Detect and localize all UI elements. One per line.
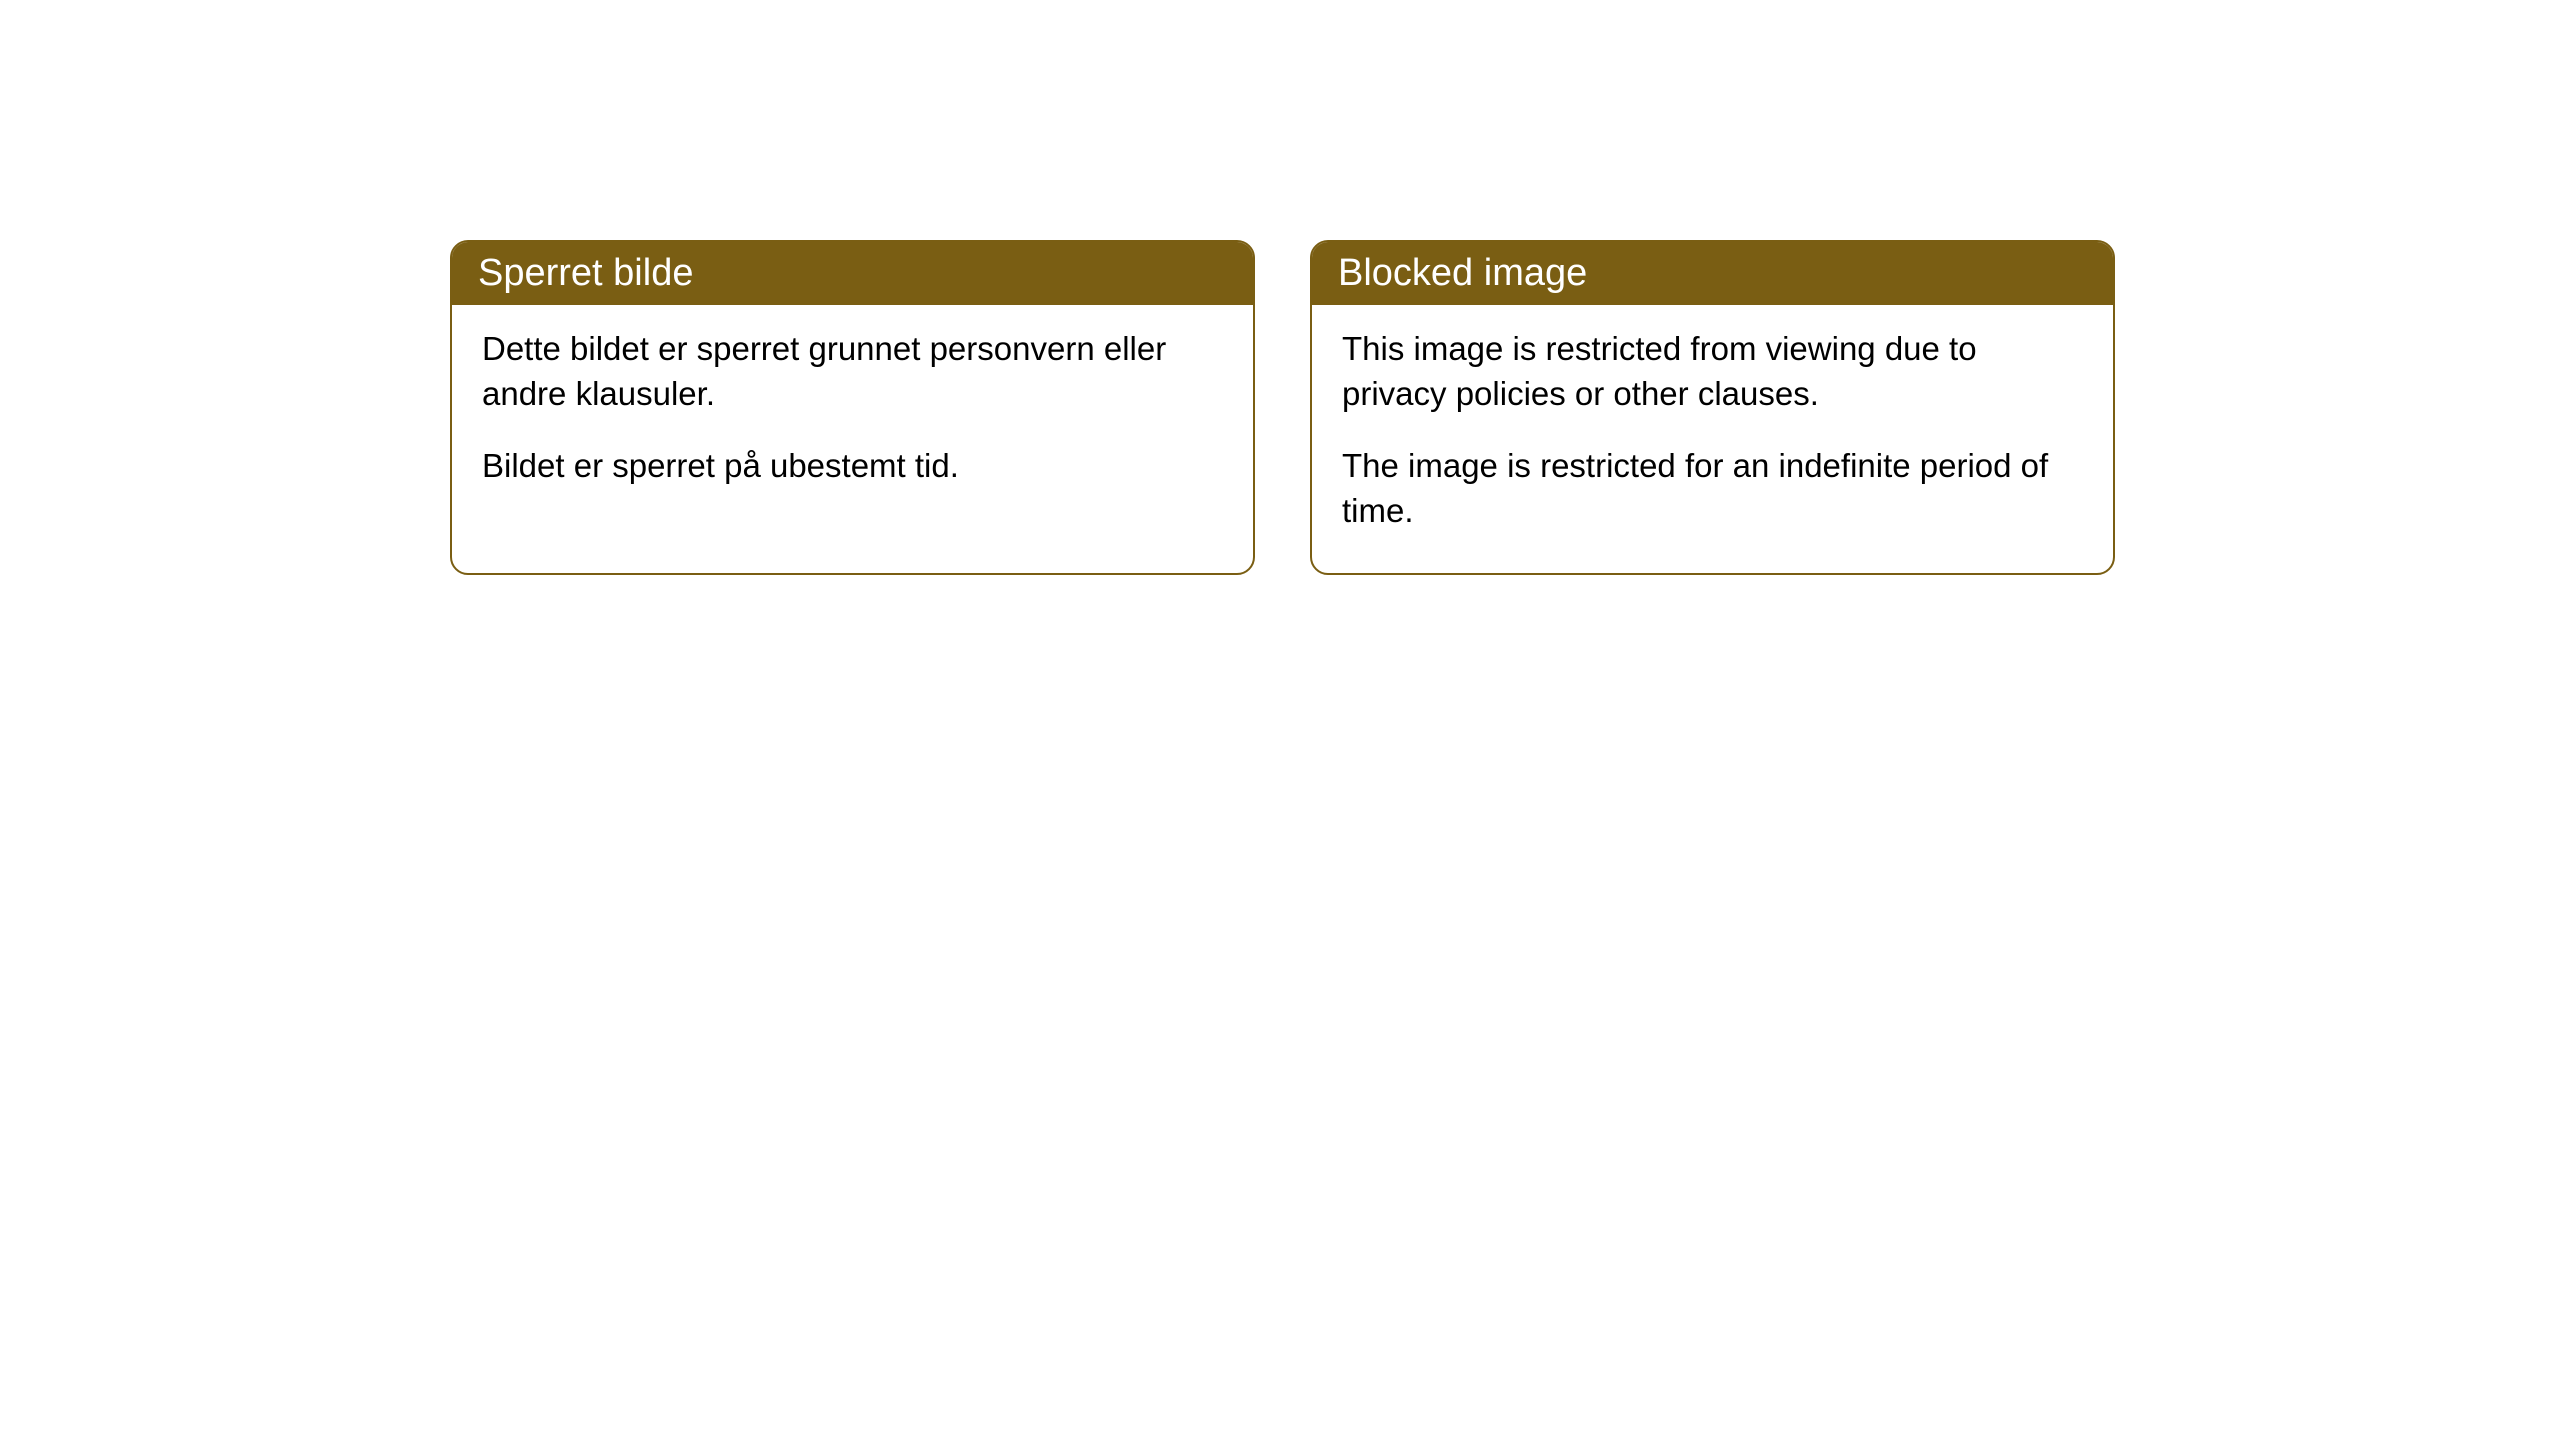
card-title: Sperret bilde [478,252,693,294]
notice-card-norwegian: Sperret bilde Dette bildet er sperret gr… [450,240,1255,575]
card-paragraph: The image is restricted for an indefinit… [1342,444,2083,533]
card-paragraph: This image is restricted from viewing du… [1342,327,2083,416]
card-paragraph: Bildet er sperret på ubestemt tid. [482,444,1223,489]
card-body: This image is restricted from viewing du… [1312,305,2113,573]
notice-cards-container: Sperret bilde Dette bildet er sperret gr… [450,240,2115,575]
card-header: Blocked image [1312,242,2113,305]
card-paragraph: Dette bildet er sperret grunnet personve… [482,327,1223,416]
card-header: Sperret bilde [452,242,1253,305]
card-body: Dette bildet er sperret grunnet personve… [452,305,1253,529]
notice-card-english: Blocked image This image is restricted f… [1310,240,2115,575]
card-title: Blocked image [1338,252,1587,294]
